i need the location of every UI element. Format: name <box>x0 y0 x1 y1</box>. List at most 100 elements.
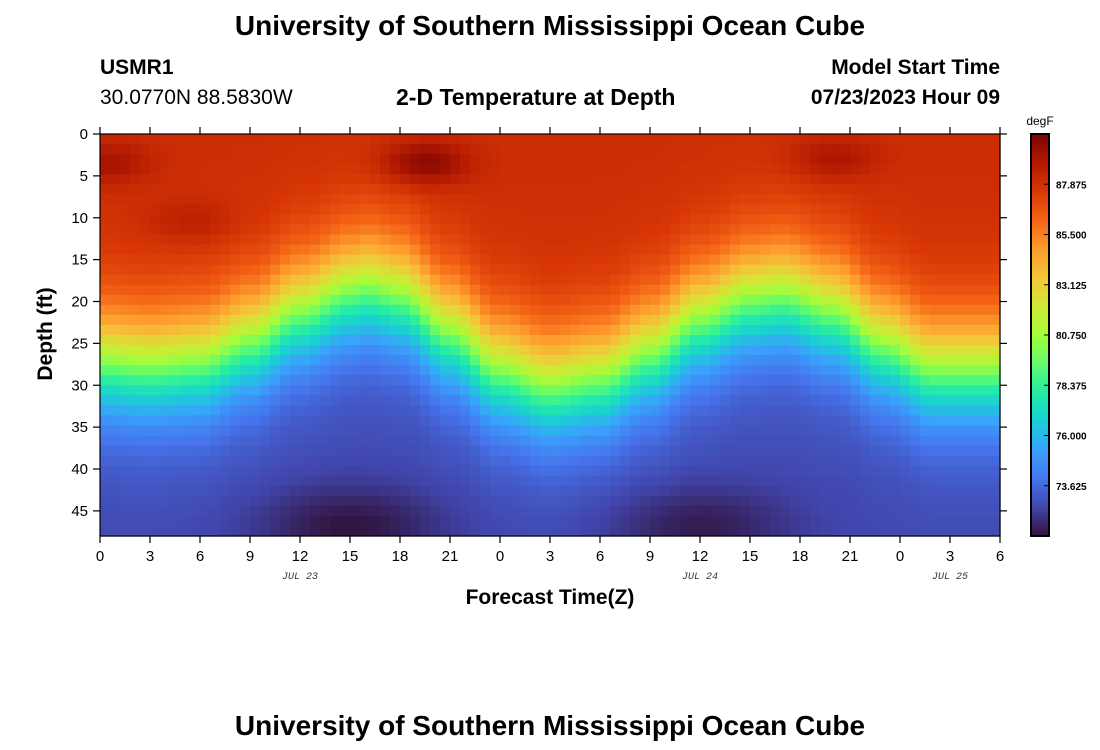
heatmap-cell <box>590 254 601 266</box>
heatmap-cell <box>970 284 981 296</box>
heatmap-cell <box>700 314 711 326</box>
heatmap-cell <box>830 375 841 386</box>
heatmap-cell <box>150 154 161 165</box>
heatmap-cell <box>620 234 631 246</box>
heatmap-cell <box>260 485 271 497</box>
heatmap-cell <box>370 264 381 276</box>
heatmap-cell <box>650 385 661 396</box>
heatmap-cell <box>410 284 421 296</box>
heatmap-cell <box>650 425 661 437</box>
heatmap-cell <box>400 204 411 215</box>
heatmap-cell <box>500 395 511 406</box>
heatmap-cell <box>350 465 361 477</box>
heatmap-cell <box>840 284 851 296</box>
heatmap-cell <box>110 134 121 145</box>
heatmap-cell <box>110 234 121 246</box>
heatmap-cell <box>180 134 191 145</box>
heatmap-cell <box>150 234 161 246</box>
heatmap-cell <box>370 134 381 145</box>
heatmap-cell <box>790 395 801 406</box>
heatmap-cell <box>840 144 851 155</box>
heatmap-cell <box>120 505 131 517</box>
heatmap-cell <box>280 204 291 215</box>
heatmap-cell <box>780 304 791 316</box>
heatmap-cell <box>350 505 361 517</box>
heatmap-cell <box>630 314 641 326</box>
heatmap-cell <box>270 465 281 477</box>
heatmap-cell <box>170 184 181 195</box>
heatmap-cell <box>240 335 251 346</box>
heatmap-cell <box>230 415 241 427</box>
heatmap-cell <box>440 435 451 447</box>
heatmap-cell <box>310 335 321 346</box>
heatmap-cell <box>670 465 681 477</box>
heatmap-cell <box>850 485 861 497</box>
heatmap-cell <box>330 435 341 447</box>
heatmap-cell <box>350 475 361 487</box>
heatmap-cell <box>430 144 441 155</box>
heatmap-cell <box>760 485 771 497</box>
heatmap-cell <box>650 254 661 266</box>
heatmap-cell <box>970 445 981 457</box>
heatmap-cell <box>940 365 951 376</box>
heatmap-cell <box>740 455 751 467</box>
heatmap-cell <box>510 365 521 376</box>
heatmap-cell <box>100 445 111 457</box>
heatmap-cell <box>780 204 791 215</box>
heatmap-cell <box>700 224 711 236</box>
heatmap-cell <box>950 425 961 437</box>
heatmap-cell <box>490 164 501 175</box>
heatmap-cell <box>560 445 571 457</box>
heatmap-cell <box>990 385 1001 396</box>
heatmap-cell <box>160 435 171 447</box>
heatmap-cell <box>280 174 291 185</box>
heatmap-cell <box>290 184 301 195</box>
heatmap-cell <box>380 385 391 396</box>
heatmap-cell <box>300 405 311 416</box>
heatmap-cell <box>480 465 491 477</box>
heatmap-cell <box>720 345 731 356</box>
heatmap-cell <box>280 365 291 376</box>
heatmap-cell <box>630 184 641 195</box>
heatmap-cell <box>560 294 571 306</box>
heatmap-cell <box>550 314 561 326</box>
heatmap-cell <box>750 445 761 457</box>
heatmap-cell <box>210 214 221 226</box>
heatmap-cell <box>910 144 921 155</box>
heatmap-cell <box>230 375 241 386</box>
heatmap-cell <box>240 495 251 507</box>
heatmap-cell <box>730 224 741 236</box>
heatmap-cell <box>260 335 271 346</box>
heatmap-cell <box>630 455 641 467</box>
heatmap-cell <box>630 405 641 416</box>
heatmap-cell <box>630 194 641 205</box>
heatmap-cell <box>360 314 371 326</box>
heatmap-cell <box>770 314 781 326</box>
heatmap-cell <box>430 465 441 477</box>
heatmap-cell <box>720 224 731 236</box>
heatmap-cell <box>250 335 261 346</box>
heatmap-cell <box>370 274 381 286</box>
heatmap-cell <box>350 324 361 336</box>
heatmap-cell <box>340 254 351 266</box>
x-tick-label: 21 <box>842 548 859 565</box>
heatmap-cell <box>150 365 161 376</box>
heatmap-cell <box>190 284 201 296</box>
heatmap-cell <box>900 244 911 256</box>
heatmap-cell <box>460 435 471 447</box>
heatmap-cell <box>780 335 791 346</box>
heatmap-cell <box>970 254 981 266</box>
heatmap-cell <box>580 294 591 306</box>
heatmap-cell <box>760 355 771 366</box>
heatmap-cell <box>580 234 591 246</box>
heatmap-cell <box>980 194 991 205</box>
heatmap-cell <box>940 184 951 195</box>
x-tick-label: 6 <box>196 548 204 565</box>
heatmap-cell <box>610 324 621 336</box>
heatmap-cell <box>400 314 411 326</box>
heatmap-cell <box>730 244 741 256</box>
heatmap-cell <box>630 515 641 527</box>
heatmap-cell <box>430 395 441 406</box>
heatmap-cell <box>410 194 421 205</box>
heatmap-cell <box>310 274 321 286</box>
